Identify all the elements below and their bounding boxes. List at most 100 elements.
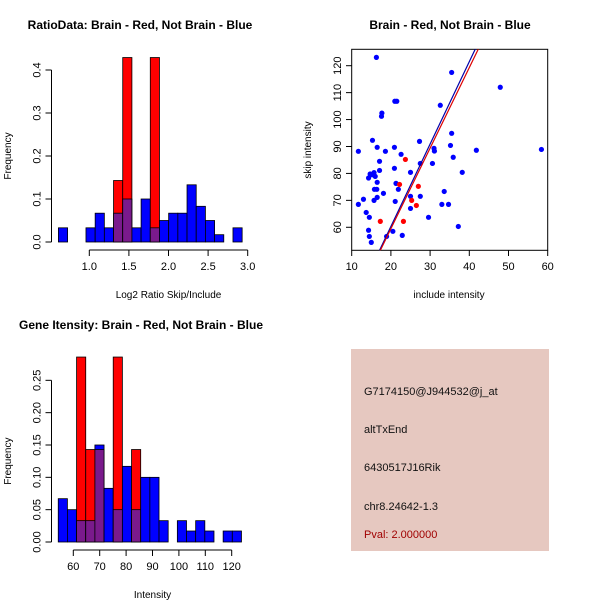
y-tick-label: 80 [332,167,344,179]
probe-id: G7174150@J944532@j_at [364,386,498,398]
y-tick-label: 0.15 [32,434,44,455]
point-not-brain [369,137,376,143]
bar-not-brain [195,520,206,543]
bar-not-brain [103,227,114,243]
x-tick-label: 3.0 [240,261,255,273]
y-axis-label: Frequency [3,438,14,485]
bar-not-brain [231,530,242,543]
point-not-brain [398,151,404,157]
y-tick-label: 0.20 [32,402,44,423]
point-not-brain [447,142,454,149]
bar-not-brain [67,509,77,543]
bar-brain [76,356,87,543]
bar-not-brain [140,198,151,243]
x-tick-label: 40 [463,261,475,273]
x-axis-label: include intensity [413,290,484,301]
x-tick-label: 90 [146,561,158,573]
gene-name: 6430517J16Rik [364,462,441,474]
point-not-brain [392,198,398,205]
chart-title: Gene Itensity: Brain - Red, Not Brain - … [19,318,263,332]
point-not-brain [416,138,423,144]
bar-not-brain [205,220,215,243]
point-not-brain [449,130,455,136]
bar-not-brain [186,184,197,243]
bar-brain [149,57,160,243]
y-tick-label: 0.2 [32,148,44,163]
point-not-brain [449,69,455,76]
point-not-brain [382,148,389,154]
x-tick-label: 110 [197,561,215,573]
y-tick-label: 0.10 [32,467,44,488]
point-not-brain [372,173,378,179]
point-not-brain [378,113,385,119]
point-brain [377,218,383,224]
bar-not-brain [159,220,170,243]
y-tick-label: 0.0 [32,234,44,249]
bar-overlap [112,509,123,543]
point-not-brain [376,158,383,164]
point-not-brain [391,165,398,171]
y-tick-label: 0.25 [32,370,44,391]
point-brain [402,156,409,163]
point-not-brain [538,146,545,153]
point-not-brain [373,54,379,60]
bar-not-brain [58,227,68,243]
bar-overlap [94,449,105,543]
info-panel: G7174150@J944532@j_at altTxEnd 6430517J1… [351,349,549,551]
bar-not-brain [214,234,225,243]
point-not-brain [394,98,400,104]
point-not-brain [439,201,445,207]
point-not-brain [391,144,398,150]
point-brain [400,218,407,224]
y-tick-label: 0.05 [32,499,44,520]
bar-overlap [149,227,160,243]
point-not-brain [437,102,443,108]
point-brain [413,202,419,209]
point-not-brain [365,175,372,181]
point-not-brain [374,179,380,185]
bar-not-brain [186,530,197,543]
bar-not-brain [158,520,169,543]
bar-not-brain [94,212,105,243]
y-tick-label: 0.4 [32,62,44,77]
point-not-brain [374,186,380,192]
point-not-brain [407,205,414,212]
bar-overlap [131,509,142,543]
bar-overlap [113,212,124,243]
point-not-brain [355,201,361,207]
y-tick-label: 90 [332,140,344,152]
point-not-brain [390,228,396,234]
bar-not-brain [85,227,96,243]
point-not-brain [366,214,372,220]
x-tick-label: 100 [170,561,188,573]
x-tick-label: 60 [67,561,79,573]
point-not-brain [380,190,387,196]
point-not-brain [407,193,414,199]
y-tick-label: 60 [332,221,344,233]
point-not-brain [417,193,423,199]
bar-overlap [76,520,87,543]
x-tick-label: 2.0 [161,261,176,273]
pval: Pval: 2.000000 [364,529,438,541]
point-not-brain [365,227,372,233]
y-axis-label: skip intensity [303,121,314,178]
x-axis-label: Log2 Ratio Skip/Include [116,290,222,301]
x-tick-label: 30 [424,261,436,273]
bar-not-brain [121,465,132,543]
y-tick-label: 70 [332,194,344,206]
fit-line [378,49,476,251]
point-not-brain [441,188,447,195]
point-not-brain [445,201,452,207]
point-not-brain [376,167,383,174]
point-not-brain [450,154,456,160]
point-not-brain [363,209,369,216]
point-brain [396,181,403,188]
bar-not-brain [149,476,160,543]
bar-not-brain [168,212,179,243]
x-tick-label: 60 [542,261,554,273]
x-tick-label: 10 [346,261,358,273]
y-tick-label: 100 [332,110,344,128]
bar-not-brain [232,227,243,243]
x-tick-label: 20 [385,261,397,273]
